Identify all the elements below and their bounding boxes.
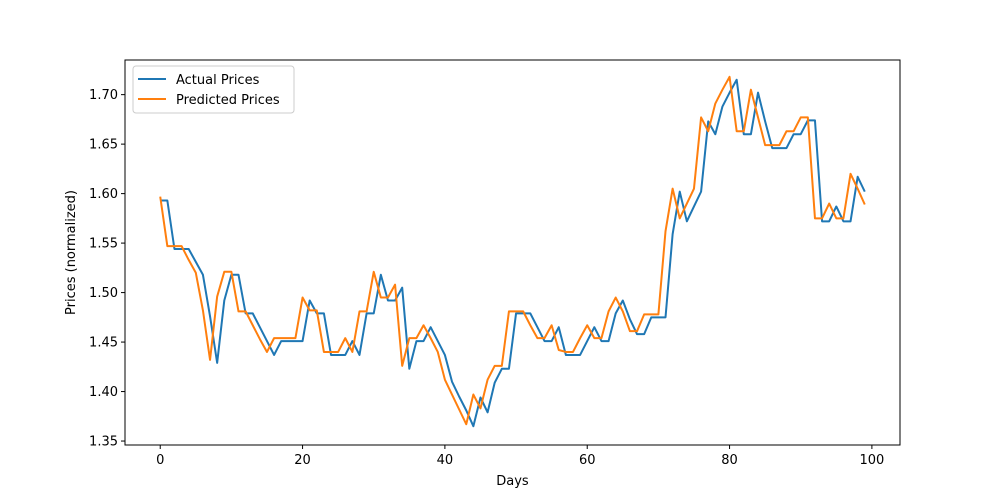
legend-label-actual: Actual Prices xyxy=(176,73,260,88)
y-tick-label: 1.65 xyxy=(89,138,118,153)
y-tick-label: 1.60 xyxy=(89,187,118,202)
plot-frame xyxy=(124,59,901,446)
y-tick-label: 1.50 xyxy=(89,286,118,301)
x-tick-label: 100 xyxy=(859,453,884,468)
legend-box xyxy=(132,65,295,114)
x-tick-label: 20 xyxy=(294,453,311,468)
x-tick-label: 60 xyxy=(579,453,596,468)
y-tick-label: 1.45 xyxy=(89,336,118,351)
x-tick-label: 40 xyxy=(437,453,454,468)
legend-label-predicted: Predicted Prices xyxy=(176,93,280,108)
series-layer xyxy=(159,75,866,428)
x-tick-label: 80 xyxy=(721,453,738,468)
legend: Actual Prices Predicted Prices xyxy=(132,65,295,114)
x-axis-label: Days xyxy=(496,474,529,489)
y-axis-label: Prices (normalized) xyxy=(64,190,79,315)
x-tick-label: 0 xyxy=(156,453,164,468)
series-line-predicted xyxy=(159,75,866,426)
y-axis: 1.35 1.40 1.45 1.50 1.55 1.60 1.65 1.70 xyxy=(89,88,125,450)
y-tick-label: 1.40 xyxy=(89,385,118,400)
y-tick-label: 1.55 xyxy=(89,237,118,252)
y-tick-label: 1.35 xyxy=(89,435,118,450)
x-axis: 0 20 40 60 80 100 xyxy=(156,445,884,468)
plot-area xyxy=(125,60,900,445)
series-line-actual xyxy=(160,78,866,428)
y-tick-label: 1.70 xyxy=(89,88,118,103)
